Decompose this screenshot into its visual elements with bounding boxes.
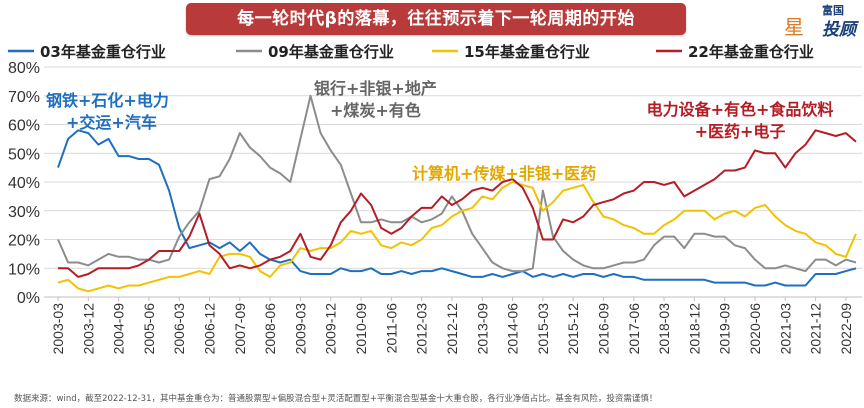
y-tick-label: 60% <box>8 118 40 135</box>
series-line-1 <box>57 129 857 287</box>
x-tick-label: 2003-03 <box>50 303 66 355</box>
legend-label: 15年基金重仓行业 <box>464 43 590 61</box>
annotation-text: 钢铁+石化+电力 <box>46 91 169 110</box>
brand-main-text: 投顾 <box>822 20 856 40</box>
y-tick-label: 10% <box>8 261 40 278</box>
x-tick-label: 2016-09 <box>595 303 611 355</box>
series-line-4 <box>58 129 857 278</box>
legend-label: 09年基金重仓行业 <box>268 43 394 61</box>
annotation-text: +交运+汽车 <box>66 113 157 132</box>
y-tick-label: 80% <box>8 60 40 77</box>
x-tick-label: 2008-06 <box>262 303 278 355</box>
x-tick-label: 2015-12 <box>565 303 581 355</box>
series-line-2 <box>57 94 857 273</box>
x-tick-label: 2011-06 <box>383 303 399 354</box>
brand-top-text: 富国 <box>822 4 844 17</box>
x-tick-label: 2006-12 <box>202 303 218 355</box>
x-tick-label: 2018-12 <box>686 303 702 355</box>
y-axis: 0% 10% 20% 30% 40% 50% 60% 70% 80% <box>8 60 862 307</box>
annotations: 钢铁+石化+电力 +交运+汽车 银行+非银+地产 +煤炭+有色计算机+传媒+非银+医药… <box>46 79 833 183</box>
x-tick-label: 2021-03 <box>777 303 793 355</box>
x-tick-label: 2004-09 <box>111 303 127 355</box>
chart-title-banner: 每一轮时代β的落幕，往往预示着下一轮周期的开始 <box>186 3 686 35</box>
x-tick-label: 2003-12 <box>80 303 96 355</box>
y-tick-label: 30% <box>8 204 40 221</box>
x-tick-label: 2019-09 <box>717 303 733 355</box>
annotation-text: +医药+电子 <box>695 122 786 141</box>
x-tick-label: 2021-12 <box>808 303 824 355</box>
x-tick-label: 2006-03 <box>171 303 187 355</box>
y-tick-label: 70% <box>8 89 40 106</box>
x-tick-label: 2017-06 <box>626 303 642 355</box>
x-tick-label: 2015-03 <box>535 303 551 355</box>
x-tick-label: 2013-09 <box>474 303 490 355</box>
legend-label: 03年基金重仓行业 <box>40 43 166 61</box>
x-tick-label: 2012-03 <box>414 303 430 355</box>
brand-star-icon: 星 <box>784 15 804 39</box>
brand-logo: 富国 星 投顾 <box>780 2 858 40</box>
x-axis: 2003-03 2003-12 2004-09 2005-06 2006-03 2006-… <box>50 297 854 354</box>
x-tick-label: 2014-06 <box>505 303 521 355</box>
x-tick-label: 2020-06 <box>747 303 763 355</box>
y-tick-label: 50% <box>8 146 40 163</box>
legend-label: 22年基金重仓行业 <box>688 43 814 61</box>
footnote-source: 数据来源：wind，截至2022-12-31，其中基金重仓为：普通股票型+偏股混… <box>14 394 658 404</box>
x-tick-label: 2012-12 <box>444 303 460 355</box>
x-tick-label: 2022-09 <box>838 303 854 355</box>
legend: 03年基金重仓行业 09年基金重仓行业 15年基金重仓行业 22年基金重仓行业 <box>8 43 814 61</box>
annotation-text: 计算机+传媒+非银+医药 <box>412 164 596 183</box>
x-tick-label: 2010-09 <box>353 303 369 355</box>
y-tick-label: 40% <box>8 175 40 192</box>
annotation-text: 银行+非银+地产 <box>314 79 437 98</box>
x-tick-label: 2009-03 <box>292 303 308 355</box>
x-tick-label: 2009-12 <box>323 303 339 355</box>
plot-area <box>57 94 857 293</box>
series-line-3 <box>57 181 857 293</box>
annotation-text: 电力设备+有色+食品饮料 <box>647 100 834 119</box>
y-tick-label: 0% <box>17 290 40 307</box>
x-tick-label: 2005-06 <box>141 303 157 355</box>
x-tick-label: 2018-03 <box>656 303 672 355</box>
annotation-text: +煤炭+有色 <box>330 101 421 120</box>
y-tick-label: 20% <box>8 233 40 250</box>
x-tick-label: 2007-09 <box>232 303 248 355</box>
